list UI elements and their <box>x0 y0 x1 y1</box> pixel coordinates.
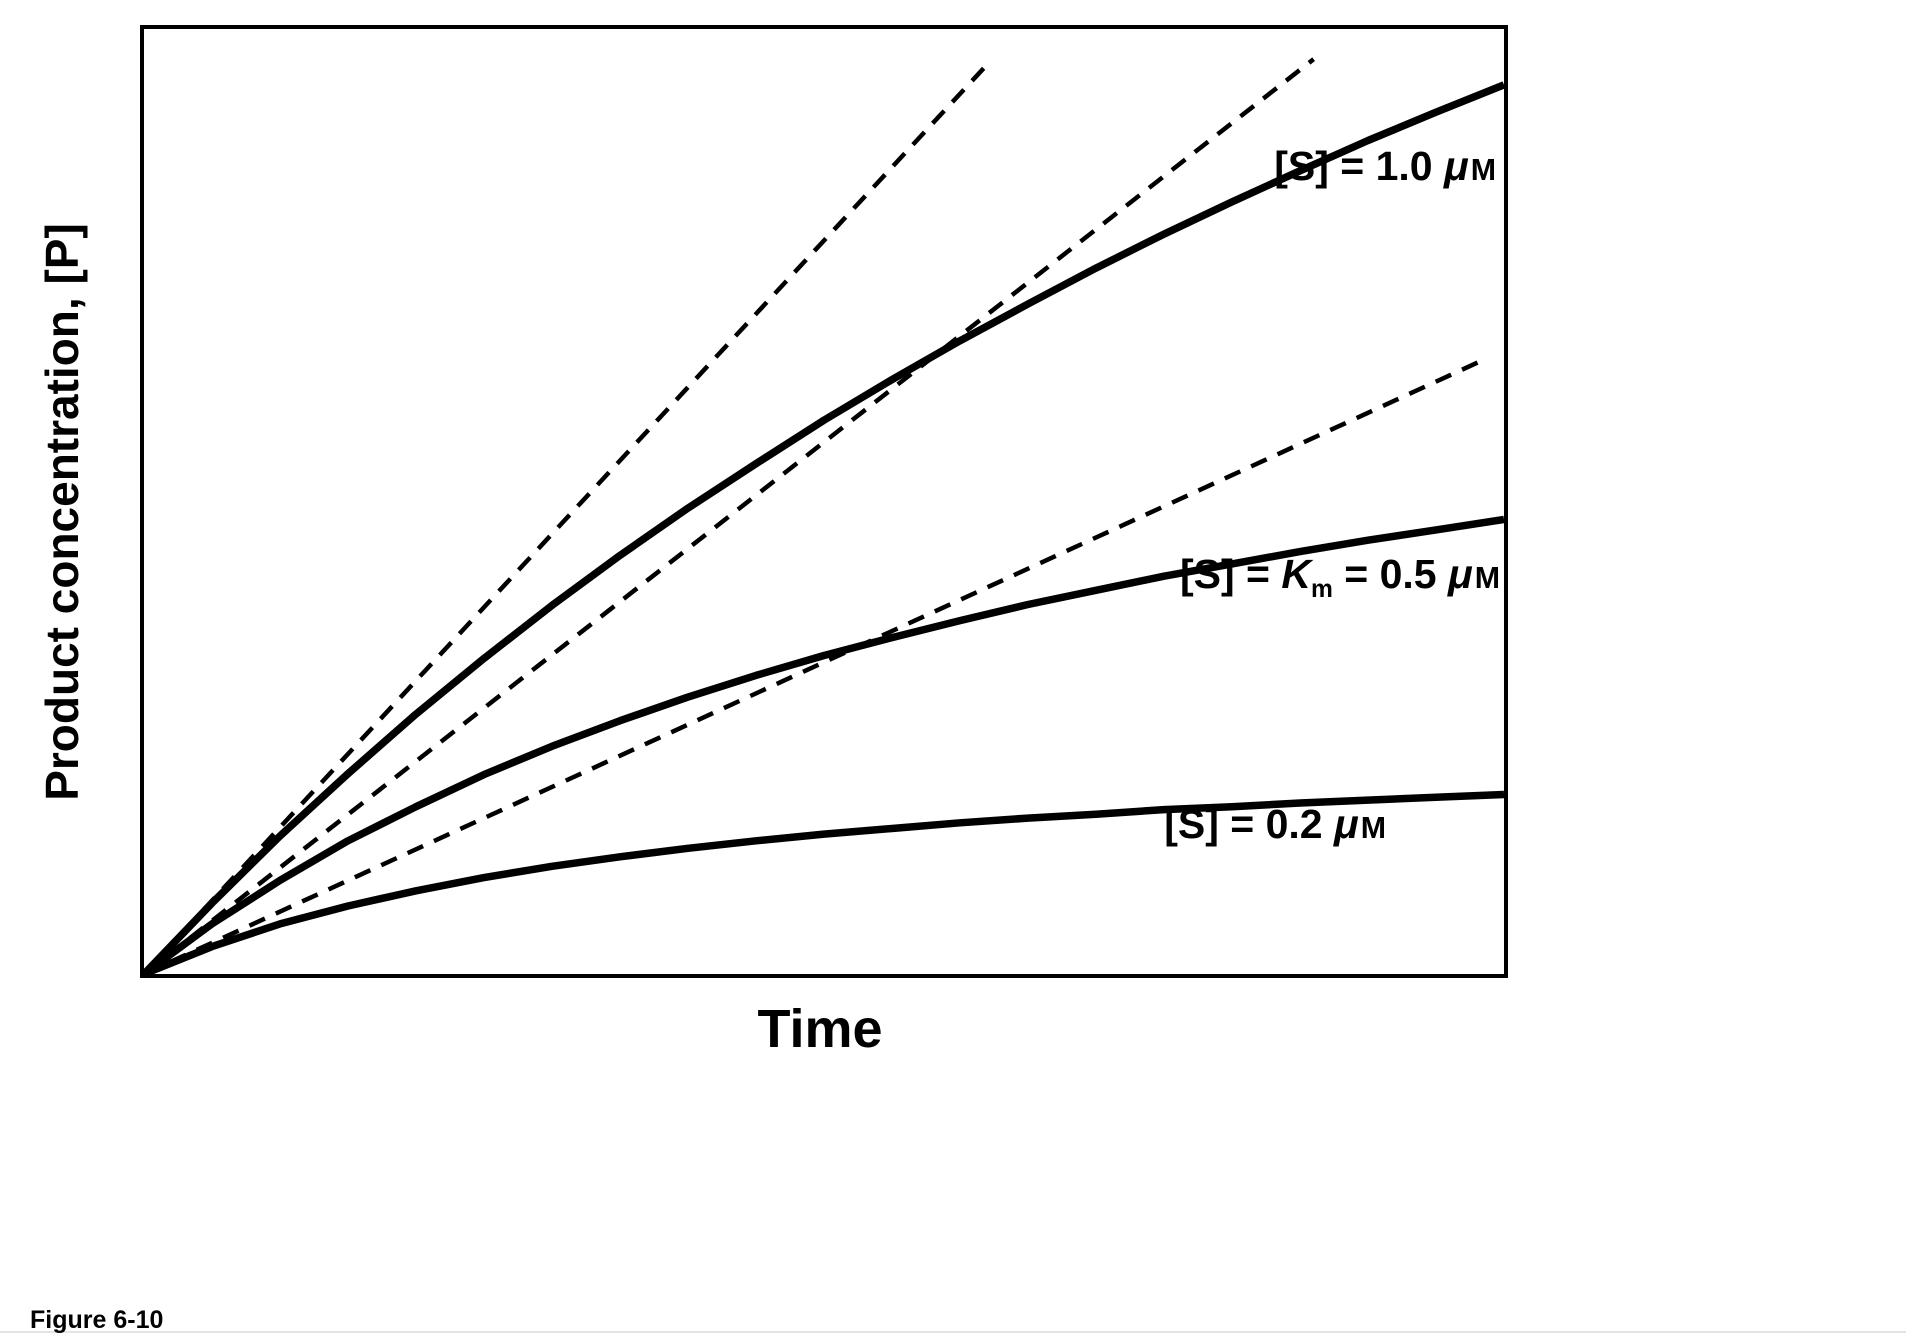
chart-canvas <box>144 57 1504 974</box>
progress-curve-S-0.2uM <box>144 790 1504 974</box>
figure-caption: Figure 6-10 <box>30 1306 164 1334</box>
mu-symbol: μ <box>1444 143 1469 189</box>
label-prefix: [S] = 1.0 <box>1274 143 1444 189</box>
initial-rate-tangent-S-0.2uM <box>144 357 1485 974</box>
bottom-divider <box>0 1331 1906 1333</box>
label-prefix: [S] = 0.2 <box>1164 801 1334 847</box>
unit-m: M <box>1470 154 1496 187</box>
initial-rate-tangent-S-0.5uM <box>144 57 1315 974</box>
unit-m: M <box>1360 812 1386 845</box>
mu-symbol: μ <box>1334 801 1359 847</box>
progress-curve-S-1.0uM <box>144 81 1504 974</box>
mu-symbol: μ <box>1448 551 1473 597</box>
unit-m: M <box>1474 562 1500 595</box>
curve-label-s-0.5: [S] = Km = 0.5 μM <box>1180 551 1500 604</box>
plot-area: [S] = 1.0 μM [S] = Km = 0.5 μM [S] = 0.2… <box>140 25 1508 978</box>
km-symbol: K <box>1281 551 1311 597</box>
label-prefix: [S] = <box>1180 551 1282 597</box>
curve-label-s-0.2: [S] = 0.2 μM <box>1164 801 1386 848</box>
label-mid: = 0.5 <box>1332 551 1448 597</box>
km-subscript: m <box>1311 576 1333 604</box>
initial-rate-tangent-S-1.0uM <box>144 61 991 974</box>
x-axis-title: Time <box>757 999 883 1059</box>
y-axis-title: Product concentration, [P] <box>36 223 88 801</box>
curve-label-s-1.0: [S] = 1.0 μM <box>1274 143 1496 190</box>
progress-curve-S-0.5uM <box>144 515 1504 974</box>
